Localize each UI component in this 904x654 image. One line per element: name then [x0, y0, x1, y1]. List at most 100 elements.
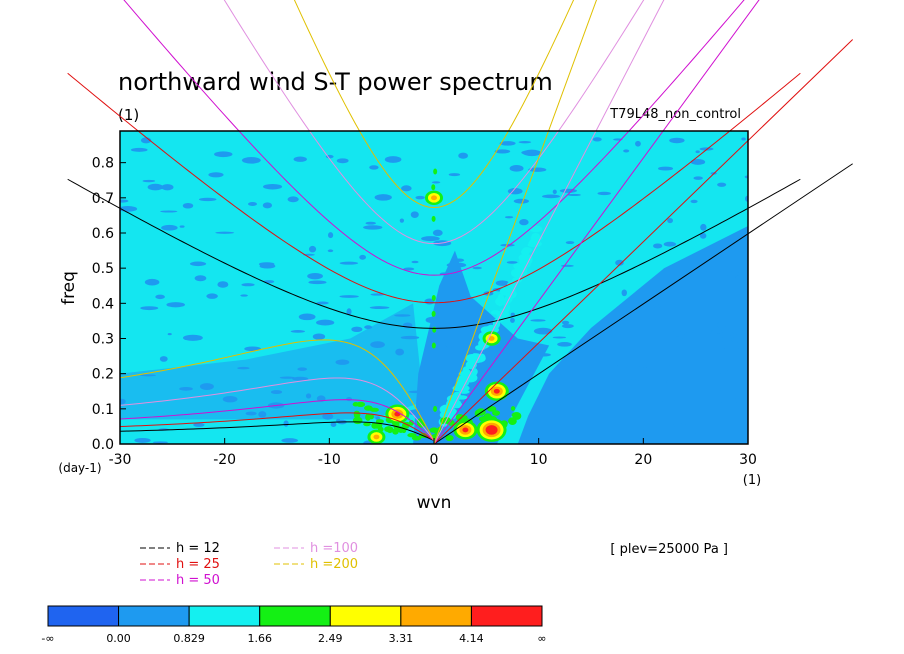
field-dot [431, 215, 436, 222]
colorbar-label: 3.31 [389, 632, 414, 645]
field-patch [716, 321, 727, 329]
colorbar-label: ∞ [537, 632, 546, 645]
field-patch [399, 218, 405, 223]
colorbar-label: 0.829 [173, 632, 205, 645]
field-patch [359, 254, 366, 260]
field-patch [561, 320, 570, 325]
field-patch [189, 261, 207, 267]
colorbar-swatch [118, 605, 190, 627]
field-patch [510, 317, 515, 323]
legend-label: h =100 [310, 541, 358, 556]
field-patch [557, 342, 572, 347]
field-streak [455, 379, 462, 389]
field-patch [287, 196, 299, 203]
field-patch [327, 232, 334, 239]
field-patch [120, 398, 126, 405]
field-patch [270, 390, 283, 395]
chart-title: northward wind S-T power spectrum [118, 68, 553, 96]
field-patch [166, 302, 185, 308]
kelvin-curve-100 [433, 0, 665, 444]
field-patch [719, 244, 731, 248]
field-dot [431, 295, 436, 302]
field-patch [363, 225, 383, 230]
field-band [353, 410, 359, 417]
field-patch [308, 280, 327, 285]
field-band [492, 410, 501, 416]
field-streak [465, 363, 474, 369]
field-band [486, 406, 497, 412]
field-patch [312, 333, 326, 340]
field-patch [446, 262, 467, 268]
y-tick-label: 0.1 [92, 402, 114, 418]
y-axis-units: (day-1) [58, 461, 101, 475]
field-dot [433, 168, 438, 175]
x-tick-label: -10 [318, 452, 341, 468]
field-band [411, 436, 422, 441]
rossby-curve-100 [119, 377, 435, 441]
field-patch [155, 294, 165, 300]
field-patch [307, 272, 323, 280]
field-streak [519, 255, 530, 264]
legend-label: h = 50 [176, 573, 220, 588]
field-patch [346, 308, 352, 315]
field-patch [120, 199, 129, 203]
hotspot-5 [431, 195, 437, 201]
field-patch [237, 366, 250, 370]
field-patch [669, 137, 685, 144]
field-region-right [517, 225, 748, 444]
hotspot-0 [394, 411, 401, 417]
field-patch [159, 356, 168, 362]
field-patch [552, 189, 557, 195]
y-tick-label: 0.5 [92, 261, 114, 277]
field-streak [470, 371, 477, 378]
y-tick-label: 0.7 [92, 191, 114, 207]
field-patch [263, 184, 283, 190]
field-patch [215, 231, 235, 234]
colorbar-swatch [470, 605, 543, 627]
field-patch [719, 397, 739, 404]
field-band [384, 426, 394, 433]
ig-curve-200 [293, 0, 575, 209]
field-patch [281, 438, 299, 443]
field-patch [305, 393, 312, 399]
field-patch [454, 258, 465, 262]
colorbar-label: 4.14 [459, 632, 484, 645]
field-patch [316, 301, 329, 305]
field-patch [161, 184, 174, 191]
field-streak [528, 240, 535, 245]
field-patch [130, 147, 148, 152]
field-band [352, 416, 363, 425]
field-patch [408, 390, 424, 394]
field-patch [699, 232, 707, 239]
field-patch [364, 325, 373, 330]
field-patch [140, 306, 159, 311]
field-patch [308, 245, 317, 253]
field-patch [241, 156, 261, 164]
field-patch [199, 383, 214, 390]
field-patch [411, 260, 419, 264]
field-patch [735, 275, 748, 280]
field-patch [530, 319, 546, 322]
field-patch [161, 224, 178, 231]
field-patch [493, 370, 500, 374]
field-patch [258, 411, 267, 418]
field-streak [514, 264, 528, 274]
y-tick-label: 0.6 [92, 226, 114, 242]
x-tick-label: 30 [739, 452, 757, 468]
field-band [363, 422, 371, 427]
x-tick-label: 10 [530, 452, 548, 468]
field-patch [144, 278, 160, 286]
field-patch [335, 359, 350, 365]
ig-curve-12 [67, 178, 801, 329]
colorbar-swatch [400, 605, 472, 627]
field-patch [194, 275, 207, 282]
field-dot [431, 342, 436, 349]
field-patch [641, 428, 659, 432]
field-patch [258, 262, 275, 267]
field-patch [518, 140, 532, 144]
field-patch [290, 330, 306, 333]
field-band [510, 406, 516, 411]
x-tick-label: 20 [634, 452, 652, 468]
colorbar-swatch [188, 605, 261, 627]
